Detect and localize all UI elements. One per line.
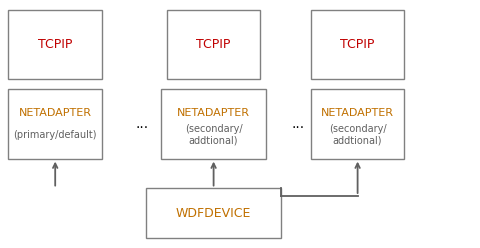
Text: WDFDEVICE: WDFDEVICE xyxy=(176,207,252,220)
Bar xyxy=(167,10,260,79)
Text: (primary/default): (primary/default) xyxy=(13,130,97,140)
Bar xyxy=(9,89,102,159)
Bar xyxy=(311,89,404,159)
Text: (secondary/
addtional): (secondary/ addtional) xyxy=(329,124,386,146)
Text: TCPIP: TCPIP xyxy=(196,38,231,51)
Bar xyxy=(311,10,404,79)
Text: NETADAPTER: NETADAPTER xyxy=(321,108,394,118)
Text: NETADAPTER: NETADAPTER xyxy=(19,108,92,118)
Text: TCPIP: TCPIP xyxy=(340,38,375,51)
Text: ...: ... xyxy=(291,117,304,131)
Text: NETADAPTER: NETADAPTER xyxy=(177,108,250,118)
Text: (secondary/
addtional): (secondary/ addtional) xyxy=(185,124,242,146)
Text: ...: ... xyxy=(135,117,148,131)
Bar xyxy=(9,10,102,79)
Bar xyxy=(161,89,266,159)
Text: TCPIP: TCPIP xyxy=(38,38,72,51)
Bar xyxy=(146,188,281,238)
